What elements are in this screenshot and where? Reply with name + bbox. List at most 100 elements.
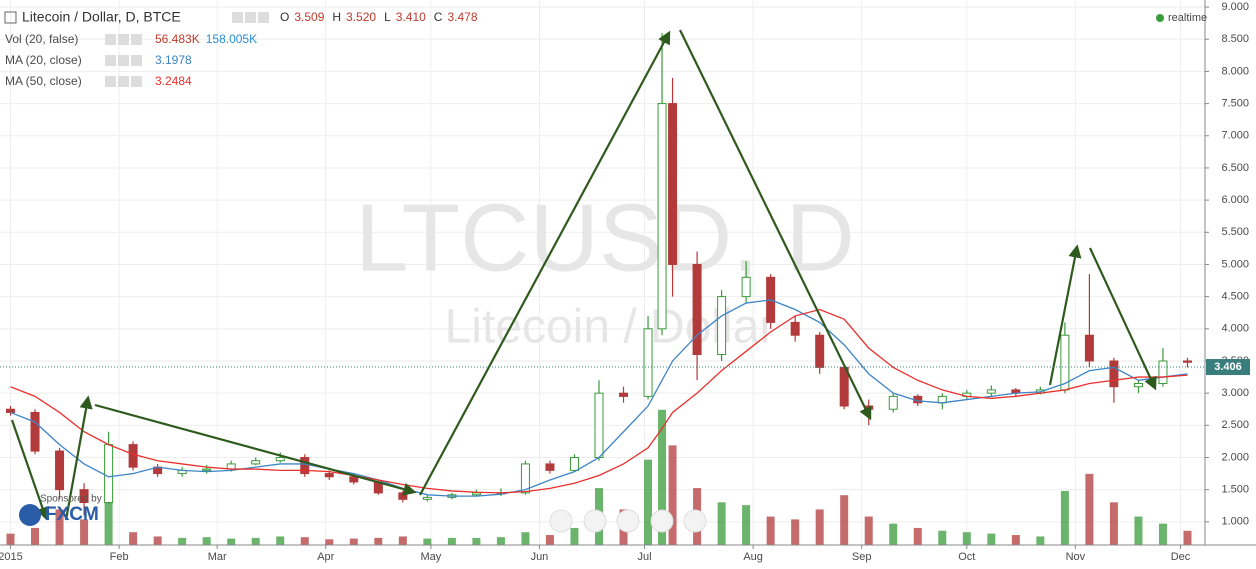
sponsor-name: FXCM [45, 504, 99, 525]
volume-bar [658, 409, 667, 545]
volume-bar [251, 537, 260, 545]
x-tick-label: Jul [638, 551, 652, 563]
volume-bar [1134, 516, 1143, 545]
candle-body [986, 389, 996, 394]
y-tick-label: 2.500 [1221, 419, 1249, 431]
volume-bar [55, 509, 64, 545]
status: realtime [1168, 12, 1207, 24]
reset-button[interactable] [616, 509, 640, 533]
watermark: LTCUSD, D [355, 184, 855, 291]
indicator-name: MA (20, close) [5, 53, 82, 67]
candle-body [888, 395, 898, 410]
volume-bar [31, 527, 40, 545]
y-tick-label: 1.000 [1221, 516, 1249, 528]
candle-body [717, 296, 727, 356]
volume-bar [300, 537, 309, 545]
chart-title: Litecoin / Dollar, D, BTCE [22, 9, 181, 25]
candle-body [1182, 360, 1192, 363]
ohlc-key: H [332, 10, 341, 24]
volume-bar [717, 502, 726, 545]
y-tick-label: 2.000 [1221, 451, 1249, 463]
candle-body [349, 476, 359, 483]
sponsor-text: Sponsored by [40, 494, 102, 505]
settings-icon [245, 12, 256, 23]
y-tick-label: 5.000 [1221, 258, 1249, 270]
volume-bar [962, 532, 971, 545]
y-tick-label: 8.000 [1221, 65, 1249, 77]
candle-body [692, 263, 702, 356]
volume-bar [153, 536, 162, 545]
trend-arrow [94, 403, 417, 496]
candle-body [398, 492, 408, 500]
candle-body [790, 321, 800, 336]
settings-icon [105, 76, 116, 87]
volume-bar [80, 519, 89, 545]
ma-line [10, 308, 1188, 494]
collapse-button[interactable] [4, 11, 17, 24]
volume-bar [791, 519, 800, 545]
candle-body [251, 460, 261, 465]
x-tick-label: Sep [852, 551, 872, 563]
ohlc-value: 3.509 [294, 10, 324, 24]
candle-body [471, 492, 481, 496]
scroll-left-button[interactable] [549, 509, 573, 533]
volume-bar [987, 533, 996, 545]
candles [6, 32, 1192, 516]
status-dot [1156, 14, 1164, 22]
volume-bar [1011, 535, 1020, 545]
y-tick-label: 7.000 [1221, 130, 1249, 142]
price-axis [1205, 0, 1256, 569]
indicator-value: 3.1978 [155, 53, 192, 67]
last-price-box [1206, 359, 1250, 376]
volume-bar [1085, 473, 1094, 545]
indicator-name: MA (50, close) [5, 74, 82, 88]
trend-arrow [1048, 244, 1082, 386]
candle-body [1084, 334, 1094, 362]
volume-bar [570, 527, 579, 545]
x-tick-label: May [420, 551, 441, 563]
y-tick-label: 3.000 [1221, 387, 1249, 399]
volume-bar [325, 539, 334, 545]
volume-bar [276, 536, 285, 545]
legend: Litecoin / Dollar, D, BTCE O 3.509 H 3.520 L… [4, 9, 478, 88]
candle-body [202, 468, 212, 471]
y-tick-label: 4.000 [1221, 323, 1249, 335]
y-tick-label: 6.000 [1221, 194, 1249, 206]
candle-body [1133, 382, 1143, 388]
candle-body [643, 328, 653, 397]
volume-bar [545, 535, 554, 545]
candle-body [1158, 360, 1168, 384]
zoom-out-button[interactable] [583, 509, 607, 533]
volume-bar [496, 537, 505, 545]
candle-body [6, 408, 16, 413]
candle-body [79, 489, 89, 504]
volume-bar [742, 505, 751, 545]
volume-bar [668, 445, 677, 545]
x-tick-label: Oct [958, 551, 975, 563]
candle-body [324, 473, 334, 478]
candle-body [594, 392, 604, 458]
scroll-right-button[interactable] [683, 509, 707, 533]
trend-arrow [419, 30, 671, 496]
volume-bar [227, 538, 236, 545]
indicator-value: 158.005K [206, 32, 257, 46]
volume-bar [815, 509, 824, 545]
candle-body [30, 411, 40, 452]
candle-body [520, 463, 530, 494]
zoom-in-button[interactable] [650, 509, 674, 533]
volume-bar [521, 532, 530, 545]
ohlc-value: 3.410 [396, 10, 426, 24]
volume-bar [447, 537, 456, 545]
grid [0, 0, 1205, 545]
volume-bar [1183, 530, 1192, 545]
volume-bar [1158, 523, 1167, 545]
x-tick-label: Nov [1066, 551, 1086, 563]
candle-body [1109, 360, 1119, 388]
ohlc-value: 3.520 [346, 10, 376, 24]
volume-bar [104, 502, 113, 545]
trend-arrow [679, 29, 872, 421]
x-tick-label: Feb [110, 551, 129, 563]
candle-body [741, 276, 751, 298]
x-tick-label: Dec [1171, 551, 1191, 563]
